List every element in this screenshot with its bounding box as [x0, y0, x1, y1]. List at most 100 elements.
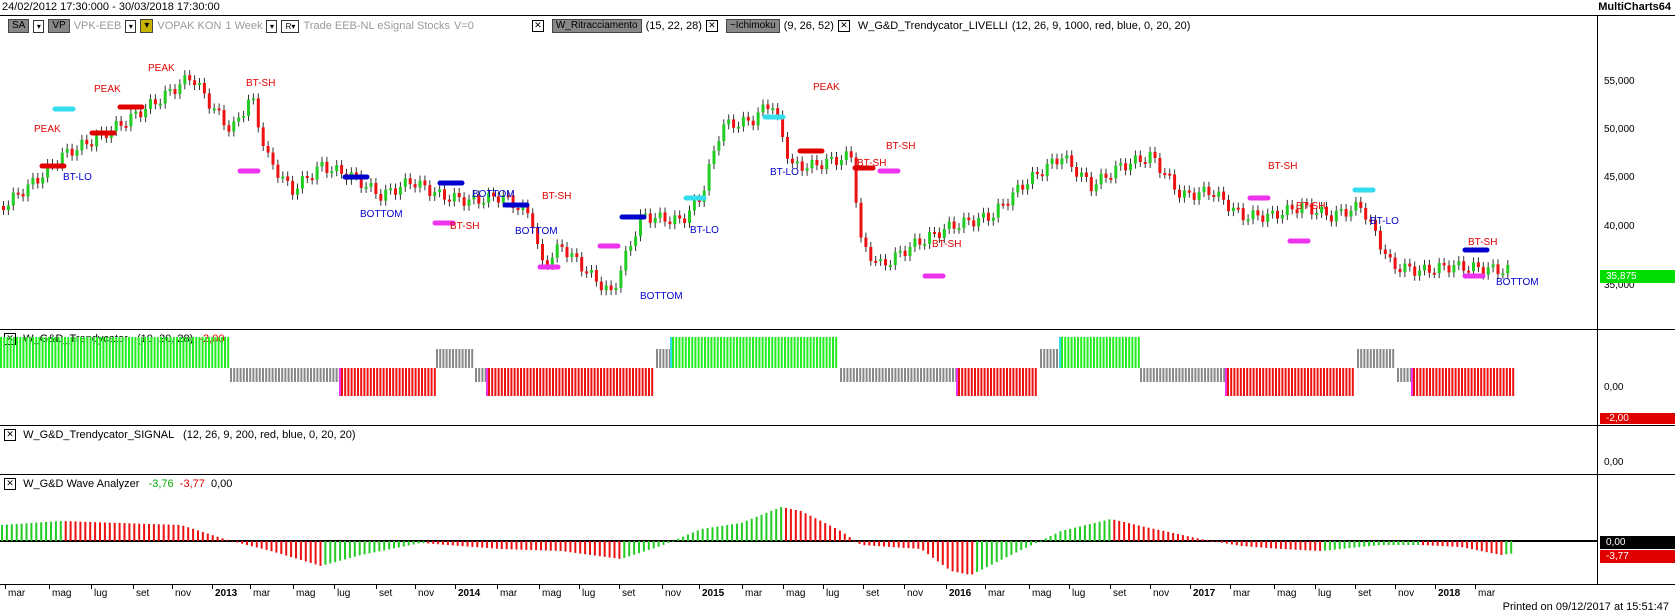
wave-bar	[211, 535, 214, 541]
wave-bar	[682, 536, 685, 541]
close-signal-icon[interactable]: ✕	[4, 429, 16, 442]
wave-bar	[505, 541, 508, 550]
trend-bar	[726, 337, 729, 368]
wave-bar	[525, 541, 528, 550]
wave-bar	[544, 541, 547, 551]
candle-body	[1418, 270, 1422, 276]
trend-bar	[894, 368, 897, 382]
close-study1-icon[interactable]: ✕	[531, 20, 544, 32]
wave-bar	[1387, 541, 1390, 545]
wave-bar	[1314, 541, 1317, 551]
candle-body	[1114, 165, 1118, 179]
symbol-color-button[interactable]: ▾	[140, 19, 154, 33]
candle-body	[487, 192, 491, 203]
trend-bar	[287, 368, 290, 382]
candle-body	[977, 217, 981, 227]
price-pane[interactable]: SA ▾ VP VPK-EEB ▾ ▾ VOPAK KON 1 Week ▾ R…	[0, 16, 1675, 330]
close-wave-icon[interactable]: ✕	[4, 478, 16, 491]
trend-bar	[156, 337, 159, 368]
trend-bar	[204, 337, 207, 368]
candle-body	[1045, 163, 1049, 177]
r-dropdown[interactable]: R▾	[281, 19, 300, 33]
price-chart[interactable]: PEAK PEAK PEAK BT-SH BT-LO BOTTOM BT-SH BOTTOM B…	[0, 16, 1597, 329]
candle-body	[722, 124, 726, 142]
trend-bar	[881, 368, 884, 382]
wave-bar	[1128, 523, 1130, 541]
trend-bar	[25, 337, 28, 368]
symbol-dropdown-icon[interactable]: ▾	[125, 19, 137, 33]
trend-bar	[1509, 368, 1511, 396]
sa-dropdown-icon[interactable]: ▾	[33, 19, 45, 33]
trend-bar	[1188, 368, 1190, 382]
wave-pane[interactable]: ✕ W_G&D Wave Analyzer -3,76 -3,77 0,00 0…	[0, 475, 1675, 585]
trend-bar	[382, 368, 385, 396]
vp-button[interactable]: VP	[48, 19, 70, 33]
interval-dropdown-icon[interactable]: ▾	[266, 19, 278, 33]
trend-bar	[732, 337, 735, 368]
candle-body	[452, 192, 456, 202]
candle-body	[805, 168, 809, 171]
trend-bar	[552, 368, 554, 396]
trend-bar	[952, 368, 954, 382]
candle-body	[643, 213, 647, 216]
wave-bar	[1162, 530, 1165, 541]
candle-body	[149, 99, 152, 109]
trend-bar	[214, 337, 217, 368]
trend-bar	[777, 337, 780, 368]
candle-body	[830, 156, 834, 159]
trend-bar	[748, 337, 751, 368]
wave-bar	[902, 541, 905, 548]
annotation-label: BOTTOM	[515, 226, 558, 237]
trend-bar	[1012, 368, 1015, 396]
trend-bar	[1239, 368, 1242, 396]
candle-body	[835, 156, 838, 166]
wave-bar	[927, 541, 930, 555]
trend-bar	[1207, 368, 1210, 382]
trend-bar	[1265, 368, 1268, 396]
candle-body	[1241, 208, 1245, 221]
signal-pane[interactable]: ✕ W_G&D_Trendycator_SIGNAL (12, 26, 9, 2…	[0, 426, 1675, 475]
trendycator-pane[interactable]: ✕ W_G&D_Trendycator (10, 20, 28) -2,00 0…	[0, 330, 1675, 426]
wave-bar	[407, 541, 410, 546]
trend-bar	[1464, 368, 1467, 396]
trend-bar	[38, 337, 41, 368]
wave-bar	[491, 541, 493, 549]
trend-bar	[389, 368, 391, 396]
candle-body	[1187, 190, 1191, 193]
wave-bar	[1103, 520, 1106, 541]
candle-body	[717, 141, 721, 151]
sa-button[interactable]: SA	[8, 19, 30, 33]
trend-bar	[1369, 349, 1372, 368]
wave-bar	[324, 541, 327, 565]
wave-value2: -3,77	[179, 478, 205, 490]
close-study3-icon[interactable]: ✕	[837, 20, 850, 32]
candle-body	[1285, 204, 1289, 215]
wave-bar	[540, 541, 542, 551]
study2-button[interactable]: ~Ichimoku	[725, 19, 780, 33]
trend-bar	[1049, 349, 1052, 368]
trend-bar	[1373, 349, 1375, 368]
trend-bar	[128, 337, 130, 368]
wave-bar	[236, 541, 239, 543]
time-tick-mark	[863, 585, 864, 589]
wave-bar	[1363, 541, 1366, 547]
interval-label[interactable]: 1 Week	[225, 20, 263, 32]
candle-body	[692, 199, 696, 211]
trend-bar	[124, 337, 127, 368]
wave-bar	[79, 521, 82, 541]
candle-body	[1202, 186, 1206, 193]
study1-button[interactable]: W_Ritracciamento	[551, 19, 642, 33]
annotation-label: PEAK	[34, 124, 61, 135]
trend-bar	[742, 337, 745, 368]
close-study2-icon[interactable]: ✕	[705, 20, 718, 32]
candle-body	[193, 80, 197, 85]
wave-bar	[103, 522, 106, 541]
wave-bar	[819, 520, 822, 541]
symbol-label[interactable]: VPK-EEB	[73, 20, 122, 32]
annotation-label: BOTTOM	[1496, 277, 1539, 288]
wave-bar	[652, 541, 655, 549]
wave-bar	[701, 528, 704, 541]
time-axis-label: set	[866, 588, 880, 599]
time-tick-mark	[49, 585, 50, 589]
trend-bar	[1077, 337, 1079, 368]
